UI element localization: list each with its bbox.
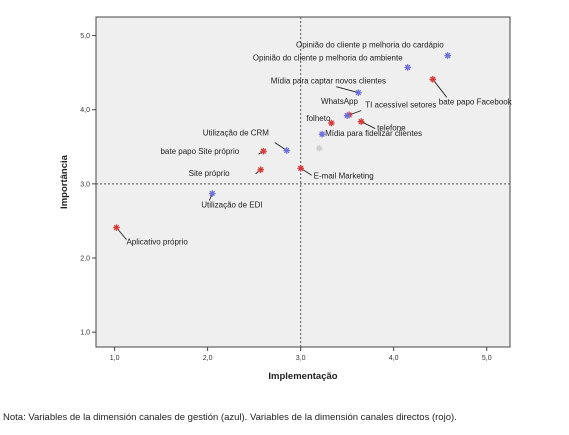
- data-point-9: [318, 130, 326, 138]
- data-point-13: [297, 164, 304, 172]
- data-point-8: [357, 118, 365, 125]
- data-point-3: [429, 75, 437, 83]
- y-axis-title: Importância: [59, 154, 70, 209]
- data-point-11: [283, 147, 291, 154]
- data-point-6: [343, 112, 351, 119]
- scatter-chart: 1,0 2,0 3,0 4,0 5,0 1,0 2,0 3,0 4,0 5,0 Opinião d…: [59, 16, 513, 382]
- point-label-14: Site próprio: [189, 169, 230, 178]
- reference-lines: [96, 17, 510, 347]
- point-label-6: TI acessível setores: [365, 101, 436, 110]
- point-labels: Opinião do cliente p melhoria do cardápi…: [126, 41, 512, 247]
- leader-line-4: [336, 86, 359, 94]
- data-point-1: [444, 52, 451, 59]
- point-label-7: folheto: [306, 114, 331, 123]
- y-tick-label-1: 1,0: [80, 330, 90, 337]
- y-tick-label-4: 4,0: [80, 107, 90, 114]
- data-point-15: [208, 190, 216, 197]
- point-label-8: telefone: [377, 124, 406, 133]
- point-label-9: Mídia para fidelizar clientes: [325, 129, 422, 138]
- plot-area: [95, 16, 511, 348]
- point-label-12: bate papo Site próprio: [160, 147, 239, 156]
- leader-line-8: [360, 121, 376, 129]
- point-label-2: Opinião do cliente p melhoria do ambient…: [253, 53, 403, 62]
- x-tick-label-3: 3,0: [296, 355, 306, 362]
- figure-note: Nota: Variables de la dimensión canales …: [3, 412, 457, 423]
- y-tick-label-5: 5,0: [80, 33, 90, 40]
- data-point-16: [113, 224, 120, 231]
- point-label-11: Utilização de CRM: [203, 128, 270, 137]
- leader-line-3: [432, 79, 448, 98]
- y-tick-label-2: 2,0: [80, 256, 90, 263]
- y-tick-label-3: 3,0: [80, 181, 90, 188]
- data-point-14: [257, 166, 264, 174]
- x-axis-title: Implementação: [268, 371, 337, 382]
- point-label-16: Aplicativo próprio: [126, 238, 188, 247]
- data-points: [113, 52, 451, 231]
- data-point-7: [328, 119, 335, 127]
- point-label-5: WhatsApp: [321, 97, 358, 106]
- point-label-3: bate papo Facebook: [439, 97, 513, 106]
- data-point-2: [404, 64, 411, 71]
- point-label-1: Opinião do cliente p melhoria do cardápi…: [296, 41, 444, 50]
- axis-ticks: 1,0 2,0 3,0 4,0 5,0 1,0 2,0 3,0 4,0 5,0: [80, 33, 491, 362]
- data-point-12: [260, 147, 267, 155]
- point-label-4: Mídia para captar novos clientes: [271, 77, 386, 86]
- x-tick-label-5: 5,0: [482, 355, 492, 362]
- point-label-15: Utilização de EDI: [201, 200, 262, 209]
- x-tick-label-4: 4,0: [389, 355, 399, 362]
- point-label-13: E-mail Marketing: [314, 171, 374, 180]
- data-point-10: [315, 144, 323, 152]
- x-tick-label-2: 2,0: [203, 355, 213, 362]
- data-point-4: [355, 89, 362, 96]
- x-tick-label-1: 1,0: [110, 355, 120, 362]
